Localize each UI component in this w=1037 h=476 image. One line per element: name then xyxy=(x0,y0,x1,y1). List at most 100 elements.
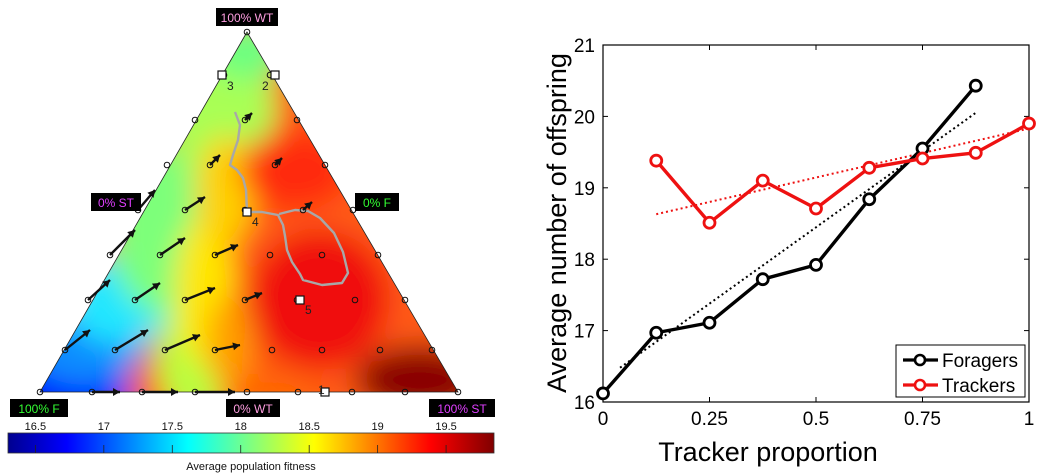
arrow-head xyxy=(191,334,200,342)
vertex-label-bottom-right: 100% ST xyxy=(437,402,487,416)
data-point-trackers xyxy=(862,160,877,175)
y-tick-label: 20 xyxy=(574,107,595,128)
data-point-trackers xyxy=(702,215,717,230)
colorbar-tick-label: 19 xyxy=(372,421,384,433)
grid-node xyxy=(111,346,119,354)
colorbar-tick-label: 16.5 xyxy=(25,421,46,433)
grid-node xyxy=(294,388,302,396)
vertex-label-bottom-left: 100% F xyxy=(18,402,59,416)
arrow-head xyxy=(254,291,262,300)
colorbar-ticks: 16.5 17 17.5 18 18.5 19 19.5 xyxy=(25,421,457,453)
grid-node xyxy=(401,388,409,396)
grid-node xyxy=(36,388,44,396)
legend-marker-foragers xyxy=(913,353,927,367)
arrow-head xyxy=(171,388,178,396)
arrow-head xyxy=(196,197,205,205)
grid-node xyxy=(243,388,251,396)
simplex-outline xyxy=(39,31,459,393)
arrow-head xyxy=(207,286,215,295)
data-point-trackers xyxy=(1022,116,1036,131)
edge-label-right: 0% F xyxy=(363,196,391,210)
label-box-bottom-left xyxy=(10,399,68,417)
colorbar-tick-label: 17 xyxy=(98,421,110,433)
legend-marker-trackers xyxy=(913,378,927,392)
series-line-foragers xyxy=(601,84,978,395)
data-point-trackers xyxy=(649,153,664,168)
fitness-heatmap xyxy=(40,32,458,392)
marked-point xyxy=(270,70,280,80)
grid-node xyxy=(106,251,114,259)
label-box-bottom-right xyxy=(429,399,495,417)
population-trajectory xyxy=(228,111,350,287)
grid-node xyxy=(293,116,301,124)
marked-point xyxy=(320,387,330,397)
colorbar-tick-label: 18.5 xyxy=(298,421,319,433)
grid-node xyxy=(374,251,382,259)
y-tick-label: 21 xyxy=(574,36,595,57)
arrow-head xyxy=(82,330,90,338)
data-point-trackers xyxy=(968,145,983,160)
grid-node xyxy=(318,346,326,354)
marked-point xyxy=(217,70,227,80)
ternary-labels: 100% WT 0% ST 0% F 100% F 0% WT 100% ST … xyxy=(10,8,495,417)
x-tick-label: 0.75 xyxy=(904,409,941,430)
x-tick-label: 0 xyxy=(598,409,609,430)
arrow-head xyxy=(127,230,135,238)
data-point-trackers xyxy=(915,151,930,166)
series-layer xyxy=(596,78,1036,401)
grid-node xyxy=(376,346,384,354)
arrow-head xyxy=(244,113,252,121)
marked-point xyxy=(242,207,252,217)
colorbar: 16.5 17 17.5 18 18.5 19 19.5 Average populatio… xyxy=(7,421,495,473)
grid-node xyxy=(131,296,139,304)
x-axis-label: Tracker proportion xyxy=(658,437,878,467)
grid-node xyxy=(351,296,359,304)
colorbar-tick-label: 19.5 xyxy=(435,421,456,433)
y-tick-label: 19 xyxy=(574,179,595,200)
data-point-trackers xyxy=(809,201,823,216)
label-box-right-edge xyxy=(355,193,399,211)
edge-label-bottom: 0% WT xyxy=(233,402,273,416)
colorbar-label: Average population fitness xyxy=(186,461,316,473)
arrow-head xyxy=(102,280,110,288)
point-label-2: 2 xyxy=(262,79,269,93)
arrow-head xyxy=(139,330,148,338)
grid-node xyxy=(299,206,307,214)
grid-node xyxy=(321,161,329,169)
arrow-head xyxy=(304,202,312,210)
grid-node xyxy=(271,161,279,169)
legend: Foragers Trackers xyxy=(895,344,1026,398)
x-tick-label: 1 xyxy=(1024,409,1035,430)
colorbar-tick-label: 17.5 xyxy=(162,421,183,433)
grid-node xyxy=(401,296,409,304)
arrow-head xyxy=(212,155,220,163)
legend-label-foragers: Foragers xyxy=(942,351,1018,372)
series-line-trackers xyxy=(654,122,1030,225)
point-label-4: 4 xyxy=(252,215,259,229)
trend-lines xyxy=(619,112,1030,369)
y-axis-label: Average number of offspring xyxy=(542,53,572,393)
grid-node xyxy=(181,206,189,214)
label-box-top xyxy=(216,8,278,26)
arrow-head xyxy=(232,342,240,351)
marked-point xyxy=(295,295,305,305)
trend-line-trackers xyxy=(656,127,1030,216)
ternary-markers xyxy=(36,28,462,397)
arrow-head xyxy=(229,244,238,252)
grid-node xyxy=(318,251,326,259)
grid-node xyxy=(191,116,199,124)
data-point-foragers xyxy=(968,78,983,93)
data-point-foragers xyxy=(649,325,664,340)
data-point-foragers xyxy=(755,272,770,287)
vertex-label-top: 100% WT xyxy=(221,11,274,25)
edge-label-left: 0% ST xyxy=(98,196,135,210)
arrow-head xyxy=(274,158,282,166)
line-chart: 0 0.25 0.5 0.75 1 16 17 18 19 20 21 Tracker propor… xyxy=(542,36,1036,467)
grid-node xyxy=(266,251,274,259)
data-point-foragers xyxy=(809,258,823,272)
ternary-plot: 100% WT 0% ST 0% F 100% F 0% WT 100% ST … xyxy=(7,8,495,473)
y-tick-label: 18 xyxy=(574,250,595,271)
arrow-head xyxy=(113,388,120,396)
y-tick-label: 17 xyxy=(574,322,595,343)
point-label-1: 1 xyxy=(318,383,325,397)
